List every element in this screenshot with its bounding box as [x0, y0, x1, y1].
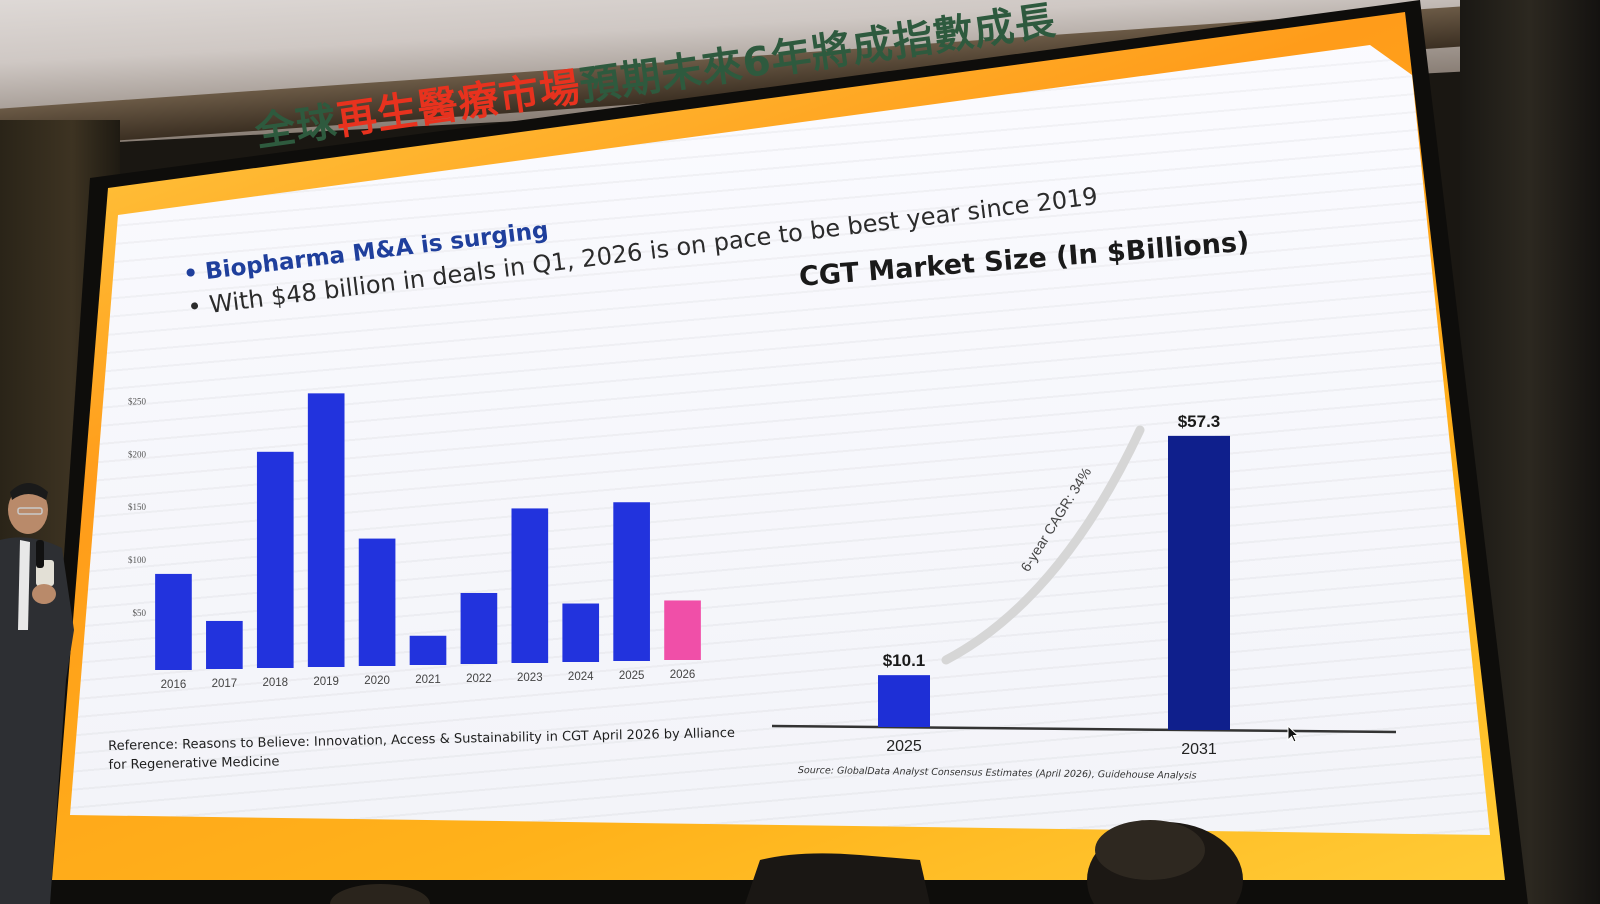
mouse-cursor-icon [1287, 725, 1300, 743]
ma-deals-bar-chart: $50 $100 $150 $200 $250 2016 2017 2018 2019 2020 2… [128, 393, 701, 691]
bullet-list: Biopharma M&A is surging With $48 billio… [182, 150, 1099, 321]
chart1-bar [256, 451, 294, 668]
chart2-x-tick-label: 2031 [1181, 741, 1217, 758]
presenter-silhouette [0, 483, 74, 904]
chart1-bar [562, 603, 600, 662]
chart2-bar [1168, 435, 1230, 730]
chart1-y-tick-label: $150 [128, 502, 147, 512]
chart1-bar [155, 573, 192, 670]
chart2-bar [878, 675, 930, 727]
chart1-x-tick-label: 2022 [466, 673, 492, 685]
chart1-x-tick-label: 2016 [161, 679, 187, 691]
chart2-value-label: $57.3 [1178, 412, 1221, 431]
chart1-y-tick-label: $200 [128, 449, 147, 459]
chart1-plot: $50 $100 $150 $200 $250 2016 2017 2018 2019 2020 2… [128, 393, 701, 691]
chart1-x-tick-label: 2026 [670, 669, 696, 681]
chart1-bar [307, 393, 345, 667]
chart1-bar [511, 508, 549, 663]
chart1-x-tick-label: 2025 [619, 670, 645, 682]
chart1-bar [206, 620, 243, 669]
chart1-x-tick-label: 2023 [517, 672, 543, 684]
cgt-market-bar-chart: $10.1 2025 $57.3 2031 6-year CAGR: 34% [771, 412, 1397, 758]
chart1-x-tick-label: 2018 [262, 677, 288, 689]
chart1-y-tick-label: $50 [133, 608, 147, 618]
chart1-x-tick-label: 2017 [212, 678, 238, 690]
chart1-bar [664, 600, 701, 660]
chart1-x-tick-label: 2021 [415, 674, 441, 686]
title-part-1: 全球 [252, 98, 340, 156]
chart1-x-tick-label: 2019 [313, 676, 339, 688]
chart1-bar [460, 592, 498, 664]
title-highlight: 再生醫療市場 [333, 64, 584, 145]
reference-note: Reference: Reasons to Believe: Innovatio… [108, 725, 736, 773]
chart1-x-tick-label: 2020 [364, 675, 390, 687]
chart1-x-tick-label: 2024 [568, 671, 594, 683]
chart2-baseline [771, 724, 1397, 734]
chart1-bar [358, 538, 396, 666]
cagr-growth-curve [941, 425, 1145, 665]
cagr-annotation: 6-year CAGR: 34% [1017, 464, 1094, 574]
chart2-plot: $10.1 2025 $57.3 2031 6-year CAGR: 34% [771, 412, 1397, 758]
audience-heads [330, 820, 1243, 904]
title-part-2: 預期未來6年將成指數成長 [577, 0, 1059, 111]
chart1-bar [613, 502, 650, 661]
chart1-y-tick-label: $250 [128, 396, 147, 406]
chart2-value-label: $10.1 [883, 651, 926, 670]
chart1-y-tick-label: $100 [128, 555, 147, 565]
chart2-x-tick-label: 2025 [886, 738, 922, 755]
slide-title: 全球再生醫療市場預期未來6年將成指數成長 [251, 0, 1059, 158]
chart1-bar [409, 635, 447, 665]
